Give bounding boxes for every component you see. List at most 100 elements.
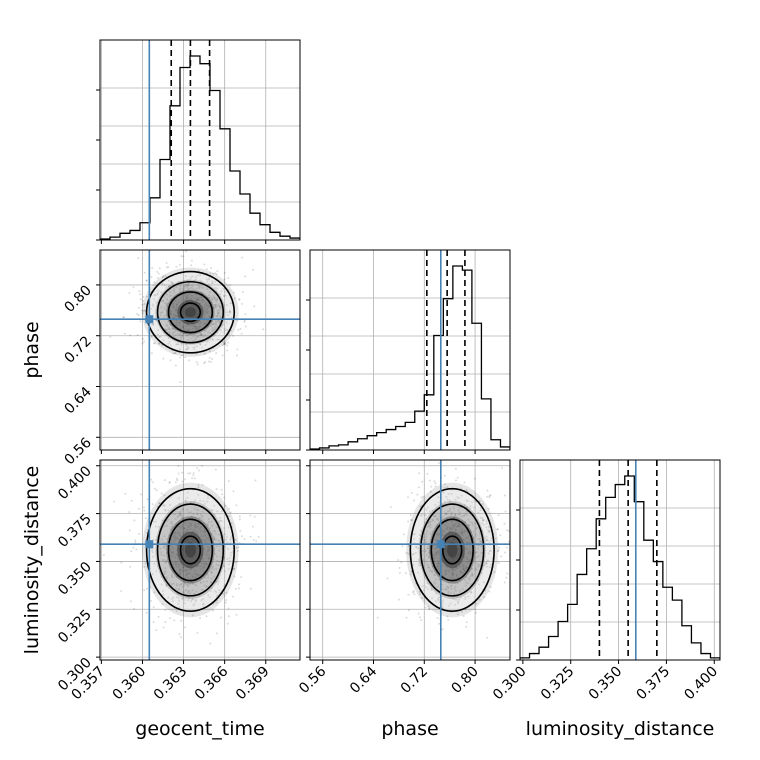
sample-point — [212, 558, 215, 561]
sample-point — [162, 357, 165, 360]
sample-point — [159, 547, 162, 550]
sample-point — [217, 533, 220, 536]
sample-point — [189, 577, 191, 580]
sample-point — [191, 284, 194, 287]
sample-point — [184, 566, 187, 569]
sample-point — [223, 341, 226, 344]
sample-point — [239, 328, 242, 330]
sample-point — [454, 467, 457, 470]
sample-point — [449, 526, 452, 529]
sample-point — [162, 275, 165, 278]
sample-point — [178, 514, 181, 517]
sample-point — [210, 297, 213, 300]
sample-point — [173, 306, 176, 309]
sample-point — [208, 350, 211, 353]
sample-point — [423, 521, 426, 524]
sample-point — [202, 597, 205, 600]
sample-point — [424, 606, 427, 609]
sample-point — [208, 556, 211, 559]
sample-point — [253, 515, 256, 518]
sample-point — [163, 546, 165, 549]
sample-point — [423, 513, 426, 516]
sample-point — [209, 590, 212, 592]
sample-point — [221, 493, 224, 496]
sample-point — [186, 345, 189, 348]
sample-point — [214, 590, 216, 593]
sample-point — [441, 628, 444, 631]
sample-point — [409, 519, 412, 522]
sample-point — [485, 565, 488, 568]
sample-point — [503, 494, 506, 497]
sample-point — [452, 523, 455, 526]
sample-point — [224, 546, 227, 548]
sample-point — [215, 300, 218, 303]
sample-point — [149, 599, 152, 602]
sample-point — [441, 516, 444, 519]
sample-point — [185, 286, 188, 289]
sample-point — [226, 314, 229, 317]
sample-point — [226, 622, 229, 625]
sample-point — [428, 607, 431, 610]
sample-point — [456, 520, 459, 523]
sample-point — [182, 325, 185, 328]
sample-point — [189, 592, 192, 595]
sample-point — [168, 326, 170, 329]
sample-point — [173, 531, 176, 534]
sample-point — [449, 513, 452, 516]
sample-point — [469, 507, 472, 510]
sample-point — [187, 287, 190, 290]
sample-point — [227, 515, 230, 517]
sample-point — [240, 332, 243, 335]
sample-point — [224, 294, 227, 297]
sample-point — [215, 323, 218, 326]
ytick-label-luminosity_distance-2: 0.350 — [55, 559, 95, 599]
sample-point — [195, 590, 198, 593]
sample-point — [455, 598, 458, 601]
sample-point — [207, 554, 210, 557]
sample-point — [217, 580, 220, 583]
sample-point — [176, 531, 179, 534]
sample-point — [452, 592, 455, 595]
sample-point — [466, 547, 468, 550]
sample-point — [513, 535, 515, 537]
sample-point — [172, 327, 175, 330]
sample-point — [180, 354, 183, 357]
sample-point — [192, 581, 194, 584]
sample-point — [411, 519, 414, 521]
sample-point — [136, 334, 139, 336]
sample-point — [159, 314, 162, 317]
sample-point — [225, 304, 228, 306]
sample-point — [464, 570, 467, 573]
sample-point — [184, 589, 187, 592]
sample-point — [452, 572, 455, 575]
sample-point — [207, 294, 210, 297]
sample-point — [427, 566, 430, 569]
sample-point — [229, 538, 232, 541]
sample-point — [438, 578, 441, 581]
sample-point — [178, 563, 181, 566]
sample-point — [195, 287, 198, 290]
sample-point — [200, 562, 203, 565]
sample-point — [477, 554, 480, 557]
sample-point — [186, 496, 189, 499]
sample-point — [194, 516, 197, 519]
sample-point — [257, 535, 260, 538]
sample-point — [480, 551, 483, 554]
sample-point — [412, 552, 415, 555]
sample-point — [421, 553, 424, 556]
sample-point — [468, 570, 471, 573]
sample-point — [497, 549, 500, 552]
sample-point — [470, 591, 473, 594]
sample-point — [412, 563, 415, 566]
sample-point — [462, 615, 465, 617]
sample-point — [225, 321, 228, 324]
sample-point — [212, 540, 215, 543]
sample-point — [214, 287, 217, 289]
sample-point — [161, 603, 164, 606]
sample-point — [203, 309, 206, 312]
sample-point — [210, 587, 213, 590]
sample-point — [477, 579, 479, 582]
sample-point — [467, 518, 470, 521]
sample-point — [142, 296, 145, 298]
sample-point — [210, 360, 212, 363]
